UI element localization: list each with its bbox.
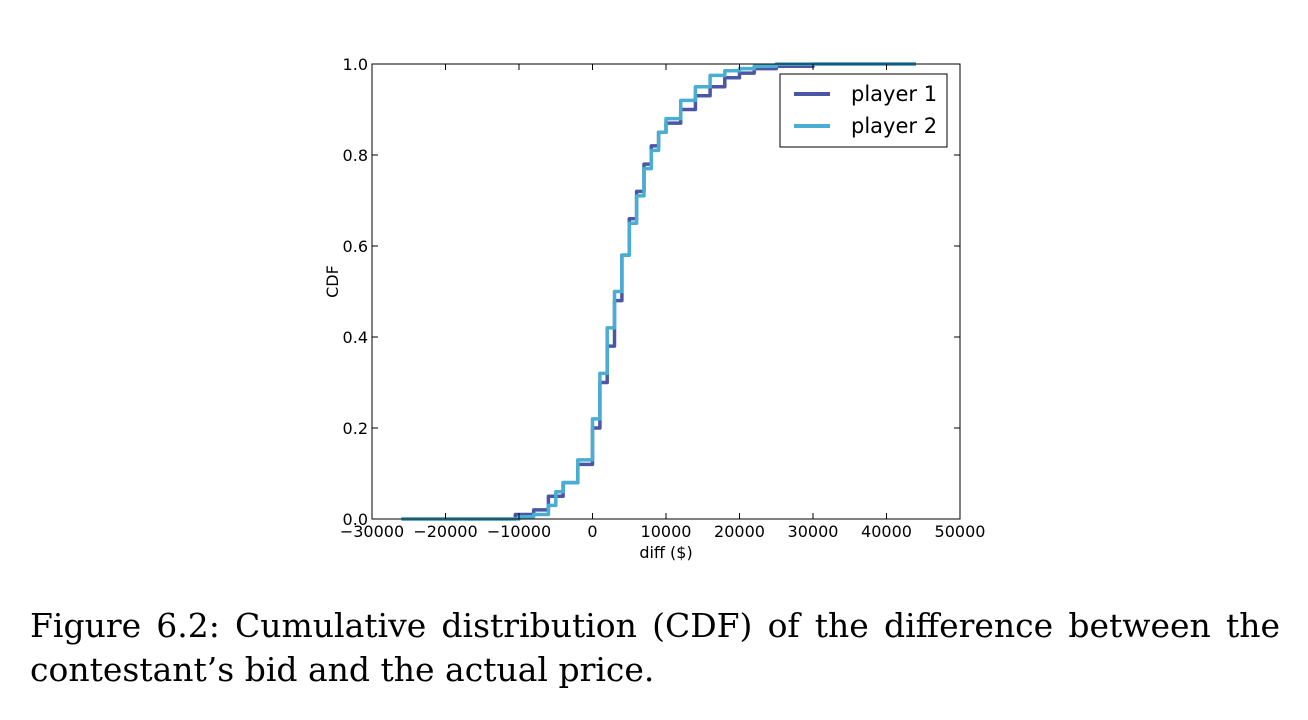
y-tick-label: 0.6 xyxy=(343,237,368,256)
legend-frame xyxy=(779,73,948,148)
ticks-layer: −30000 −20000 −10000 0 10000 20000 30000 40000 5… xyxy=(340,55,986,541)
x-tick-label: 40000 xyxy=(861,522,912,541)
series-layer xyxy=(401,62,916,521)
x-axis-label: diff ($) xyxy=(639,543,692,562)
x-tick-label: 30000 xyxy=(788,522,839,541)
figure-caption: Figure 6.2: Cumulative distribution (CDF… xyxy=(30,606,1280,689)
x-tick-label: −30000 xyxy=(340,522,404,541)
x-tick-label: −10000 xyxy=(487,522,551,541)
series-line-2 xyxy=(401,62,916,521)
cdf-chart: −30000 −20000 −10000 0 10000 20000 30000 40000 5… xyxy=(323,55,986,562)
y-tick-label: 0.8 xyxy=(343,146,368,165)
y-axis-label: CDF xyxy=(323,265,342,298)
x-tick-label: 20000 xyxy=(714,522,765,541)
y-tick-label: 0.0 xyxy=(343,510,368,529)
legend-label: player 2 xyxy=(851,114,937,138)
legend-label: player 1 xyxy=(851,82,937,106)
x-tick-label: −20000 xyxy=(413,522,477,541)
y-tick-label: 1.0 xyxy=(343,55,368,74)
x-tick-label: 10000 xyxy=(641,522,692,541)
legend: player 1 player 2 xyxy=(779,73,948,148)
y-tick-label: 0.2 xyxy=(343,419,368,438)
x-tick-label: 0 xyxy=(587,522,597,541)
x-tick-label: 50000 xyxy=(935,522,986,541)
y-tick-label: 0.4 xyxy=(343,328,368,347)
